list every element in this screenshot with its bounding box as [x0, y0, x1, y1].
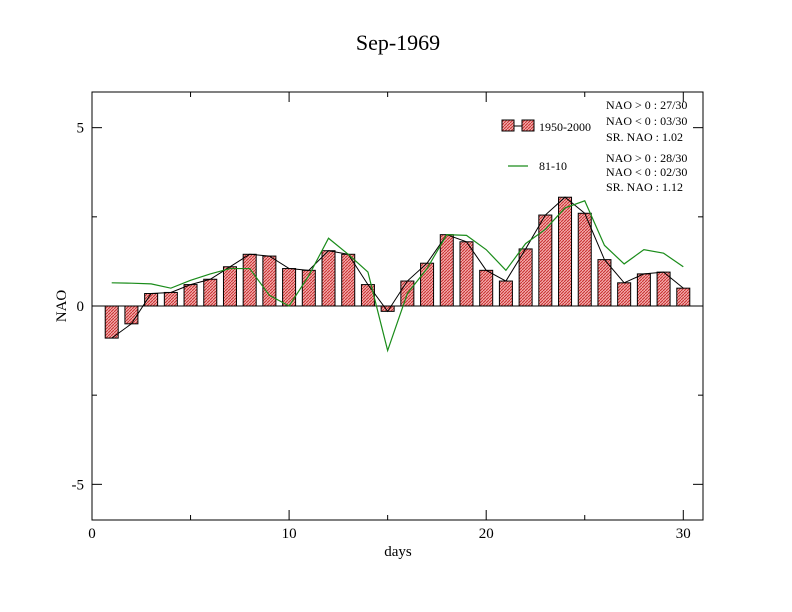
legend-bar-swatch — [521, 119, 535, 132]
legend-bar-swatch — [501, 119, 515, 132]
x-tick-label: 20 — [479, 526, 494, 542]
bar — [498, 280, 513, 307]
bar — [617, 282, 632, 307]
bar — [636, 273, 651, 307]
bar — [518, 248, 533, 307]
bar — [282, 268, 297, 307]
x-axis-label: days — [384, 544, 412, 560]
bar — [321, 250, 336, 307]
bar — [222, 266, 237, 307]
y-tick-label: 5 — [77, 121, 85, 137]
y-tick-label: -5 — [72, 477, 85, 493]
line-series-81-10 — [111, 200, 684, 353]
bar — [597, 259, 612, 307]
bar — [459, 241, 474, 307]
stats-block-81-10: NAO > 0 : 28/30 NAO < 0 : 02/30 SR. NAO … — [606, 151, 687, 194]
stat-negative: NAO < 0 : 03/30 — [606, 114, 687, 128]
bar — [104, 305, 119, 339]
bar-series-1950-2000 — [104, 196, 691, 339]
bar — [577, 212, 592, 307]
y-tick-label: 0 — [77, 299, 85, 315]
bar — [479, 269, 494, 307]
bar — [420, 262, 435, 307]
y-axis-label: NAO — [54, 290, 70, 323]
x-tick-label: 30 — [676, 526, 691, 542]
bar — [242, 253, 257, 307]
x-tick-label: 0 — [88, 526, 96, 542]
bar — [262, 255, 277, 307]
legend-label-81-10: 81-10 — [539, 159, 567, 173]
stat-positive: NAO > 0 : 27/30 — [606, 98, 687, 112]
bar — [124, 305, 139, 325]
bar — [163, 291, 178, 307]
y-axis-ticks: -5 0 5 — [72, 121, 703, 493]
stat-positive: NAO > 0 : 28/30 — [606, 151, 687, 165]
bar — [676, 287, 691, 307]
x-axis-ticks: 0 10 20 30 — [88, 92, 691, 542]
x-tick-label: 10 — [282, 526, 297, 542]
bar — [656, 271, 671, 307]
bar — [439, 234, 454, 307]
stats-block-1950-2000: NAO > 0 : 27/30 NAO < 0 : 03/30 SR. NAO … — [606, 98, 687, 144]
chart-title: Sep-1969 — [356, 30, 440, 55]
bar — [183, 284, 198, 307]
legend: 1950-2000 81-10 — [501, 119, 591, 173]
stat-sr: SR. NAO : 1.02 — [606, 130, 683, 144]
legend-label-1950-2000: 1950-2000 — [539, 120, 591, 134]
stat-sr: SR. NAO : 1.12 — [606, 180, 683, 194]
bar-series-connector-line — [111, 196, 684, 339]
bar — [203, 278, 218, 307]
stat-negative: NAO < 0 : 02/30 — [606, 165, 687, 179]
